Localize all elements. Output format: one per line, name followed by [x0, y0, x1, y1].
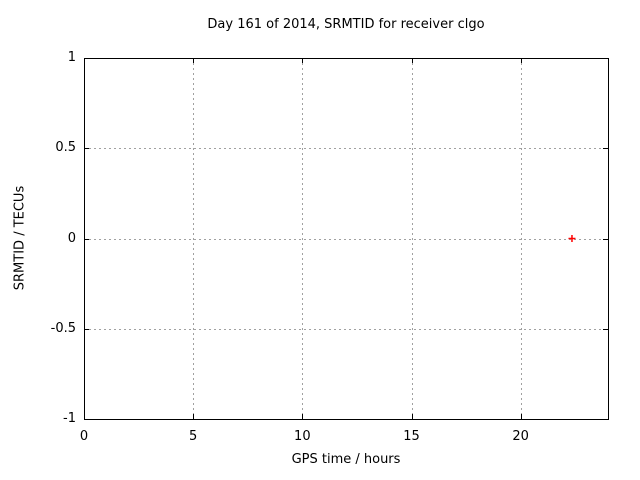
x-tick-label: 10 [294, 429, 311, 444]
x-tick-label: 5 [189, 429, 198, 444]
y-tick-label: 0.5 [55, 140, 76, 156]
x-axis-label: GPS time / hours [291, 452, 401, 467]
grid-lines [84, 58, 608, 420]
series-srmtid [568, 235, 576, 242]
x-tick-label: 0 [79, 429, 89, 444]
y-tick-label: -0.5 [50, 320, 76, 336]
y-tick-label: 1 [67, 50, 76, 65]
x-tick-label: 20 [512, 429, 529, 444]
x-tick-label: 15 [403, 429, 420, 444]
axis-ticks [84, 58, 608, 420]
data-point-marker [568, 235, 576, 242]
y-tick-label: -1 [63, 411, 76, 426]
y-tick-label: 0 [67, 230, 76, 246]
chart-title: Day 161 of 2014, SRMTID for receiver clg… [207, 17, 485, 32]
